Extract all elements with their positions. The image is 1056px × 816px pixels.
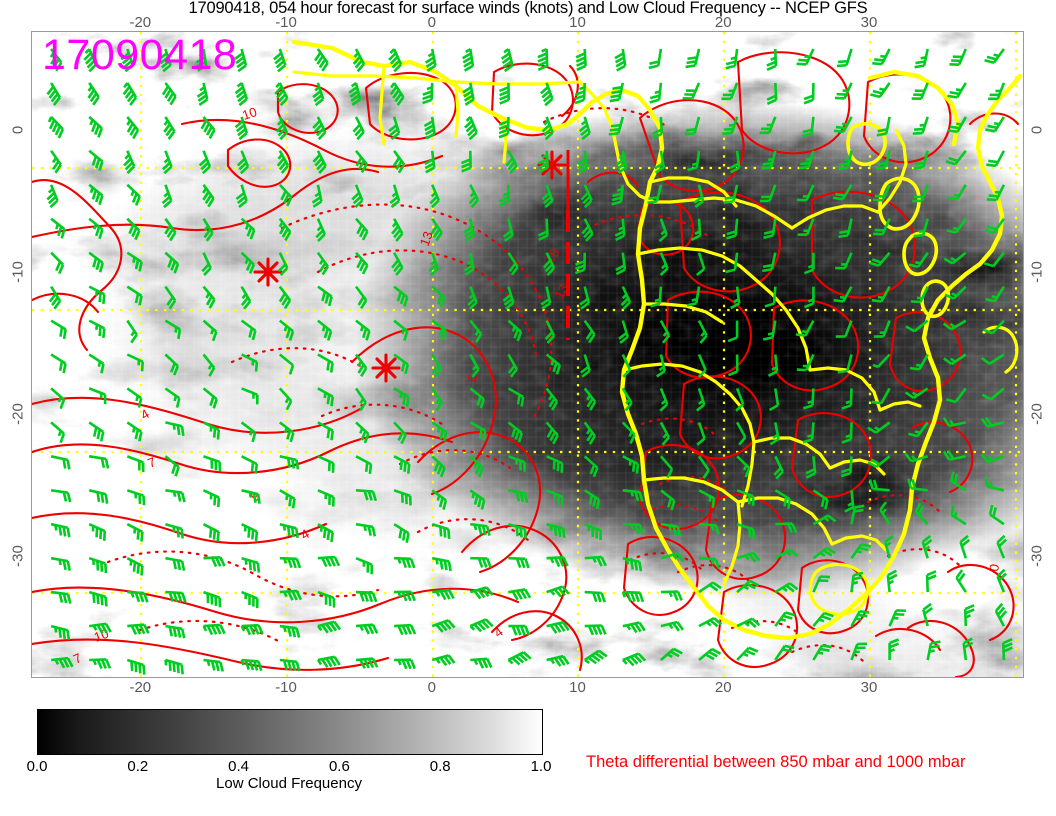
x-tick-top--20: -20 (129, 14, 152, 31)
y-tick-left--30: -30 (9, 544, 27, 567)
y-tick-left--10: -10 (9, 261, 27, 283)
y-tick-right--30: -30 (1028, 544, 1046, 567)
x-tick-top-30: 30 (860, 14, 878, 31)
figure-title: 17090418, 054 hour forecast for surface … (188, 0, 868, 17)
contour-label: 0 (986, 563, 1002, 573)
colorbar-axis-label: Low Cloud Frequency (216, 775, 362, 792)
colorbar-tick-0.0: 0.0 (26, 758, 48, 775)
x-tick-top-0: 0 (427, 14, 436, 31)
map-plot-area[interactable]: 10 13 10 6 4 7 9 4 10 7 13 4 0 (31, 31, 1024, 678)
colorbar-tick-0.8: 0.8 (429, 758, 451, 775)
x-tick-top-10: 10 (569, 14, 586, 31)
colorbar-tick-0.2: 0.2 (127, 758, 149, 775)
surface-wind-barbs (46, 48, 1013, 675)
x-tick-bottom-0: 0 (427, 679, 436, 696)
x-tick-top--10: -10 (275, 14, 297, 31)
contour-label: 13 (417, 229, 436, 248)
y-tick-right--10: -10 (1028, 261, 1046, 283)
x-tick-bottom-30: 30 (860, 679, 878, 696)
coastlines-and-borders (291, 39, 1023, 641)
colorbar-tick-0.6: 0.6 (328, 758, 350, 775)
y-tick-left--20: -20 (9, 402, 27, 425)
x-tick-bottom--20: -20 (129, 679, 152, 696)
x-tick-bottom-20: 20 (714, 679, 732, 696)
colorbar-tick-0.4: 0.4 (228, 758, 250, 775)
y-tick-right--20: -20 (1028, 402, 1046, 425)
forecast-timestamp-overlay: 17090418 (42, 31, 238, 79)
x-tick-bottom-10: 10 (569, 679, 586, 696)
y-tick-left-0: 0 (9, 126, 27, 135)
contour-label: 6 (464, 372, 480, 382)
theta-caption: Theta differential between 850 mbar and … (586, 753, 966, 771)
station-markers (253, 150, 567, 383)
colorbar (37, 709, 543, 755)
contour-label: 10 (542, 245, 563, 265)
x-tick-top-20: 20 (714, 14, 732, 31)
y-tick-right-0: 0 (1028, 126, 1046, 135)
x-tick-bottom--10: -10 (275, 679, 297, 696)
colorbar-tick-1.0: 1.0 (530, 758, 552, 775)
theta-differential-contours: 10 13 10 6 4 7 9 4 10 7 13 4 0 (32, 51, 1020, 677)
contour-label: 10 (240, 104, 258, 123)
